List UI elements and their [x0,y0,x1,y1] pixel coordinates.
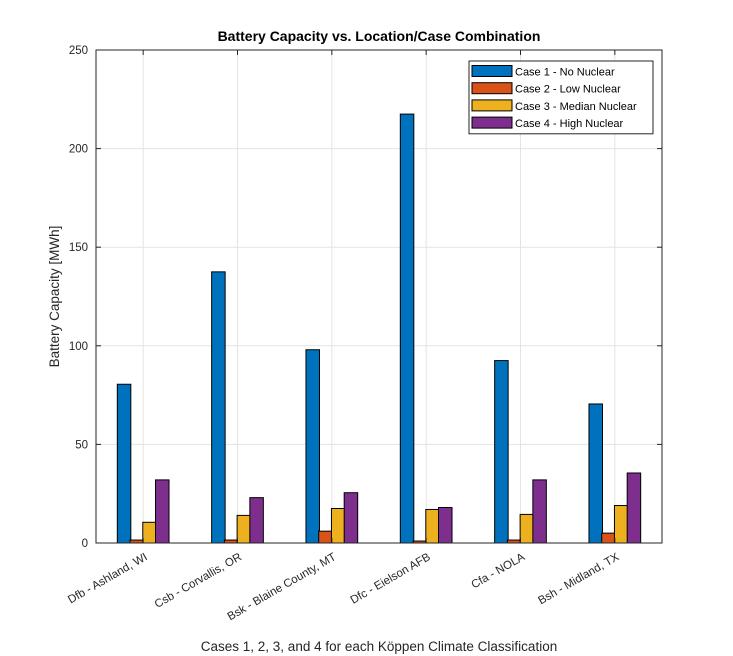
axes-box [95,49,663,544]
y-tick-label: 100 [69,341,88,353]
legend-swatch [471,82,513,95]
bar [236,514,252,544]
y-tick-label: 250 [69,45,88,57]
bar [318,530,333,544]
bar [532,479,547,544]
bar [438,507,453,544]
legend-swatch [471,116,513,129]
bar [601,532,616,544]
bars [116,113,642,544]
bar [494,360,509,544]
bar [211,271,226,544]
y-tick-labels: 0 50 100 150 200 250 [69,45,88,550]
y-tick-label: 150 [69,242,88,254]
bar [343,492,359,544]
bar [116,383,132,544]
bar [588,403,603,544]
bar [330,507,346,544]
bar [626,472,642,544]
bar [305,349,320,544]
legend-entry-label: Case 1 - No Nuclear [515,67,615,79]
legend-entry-label: Case 2 - Low Nuclear [515,84,621,96]
bar [519,513,535,544]
legend-swatch [471,99,513,112]
y-axis-label: Battery Capacity [MWh] [47,226,62,368]
bar [142,521,157,544]
tick-marks [96,49,662,544]
y-tick-label: 50 [75,439,88,451]
legend-entry-label: Case 3 - Median Nuclear [515,101,637,113]
chart-title: Battery Capacity vs. Location/Case Combi… [218,28,541,44]
bar [425,508,440,544]
bar [249,497,264,544]
legend-entry-label: Case 4 - High Nuclear [515,118,624,130]
y-tick-label: 0 [82,538,88,550]
bar [613,505,629,544]
bar [155,479,170,544]
legend-swatch [471,65,513,77]
x-axis-label: Cases 1, 2, 3, and 4 for each Köppen Cli… [201,639,557,654]
bar [399,113,415,544]
y-tick-label: 200 [69,144,88,156]
legend: Case 1 - No Nuclear Case 2 - Low Nuclear C… [468,60,654,135]
